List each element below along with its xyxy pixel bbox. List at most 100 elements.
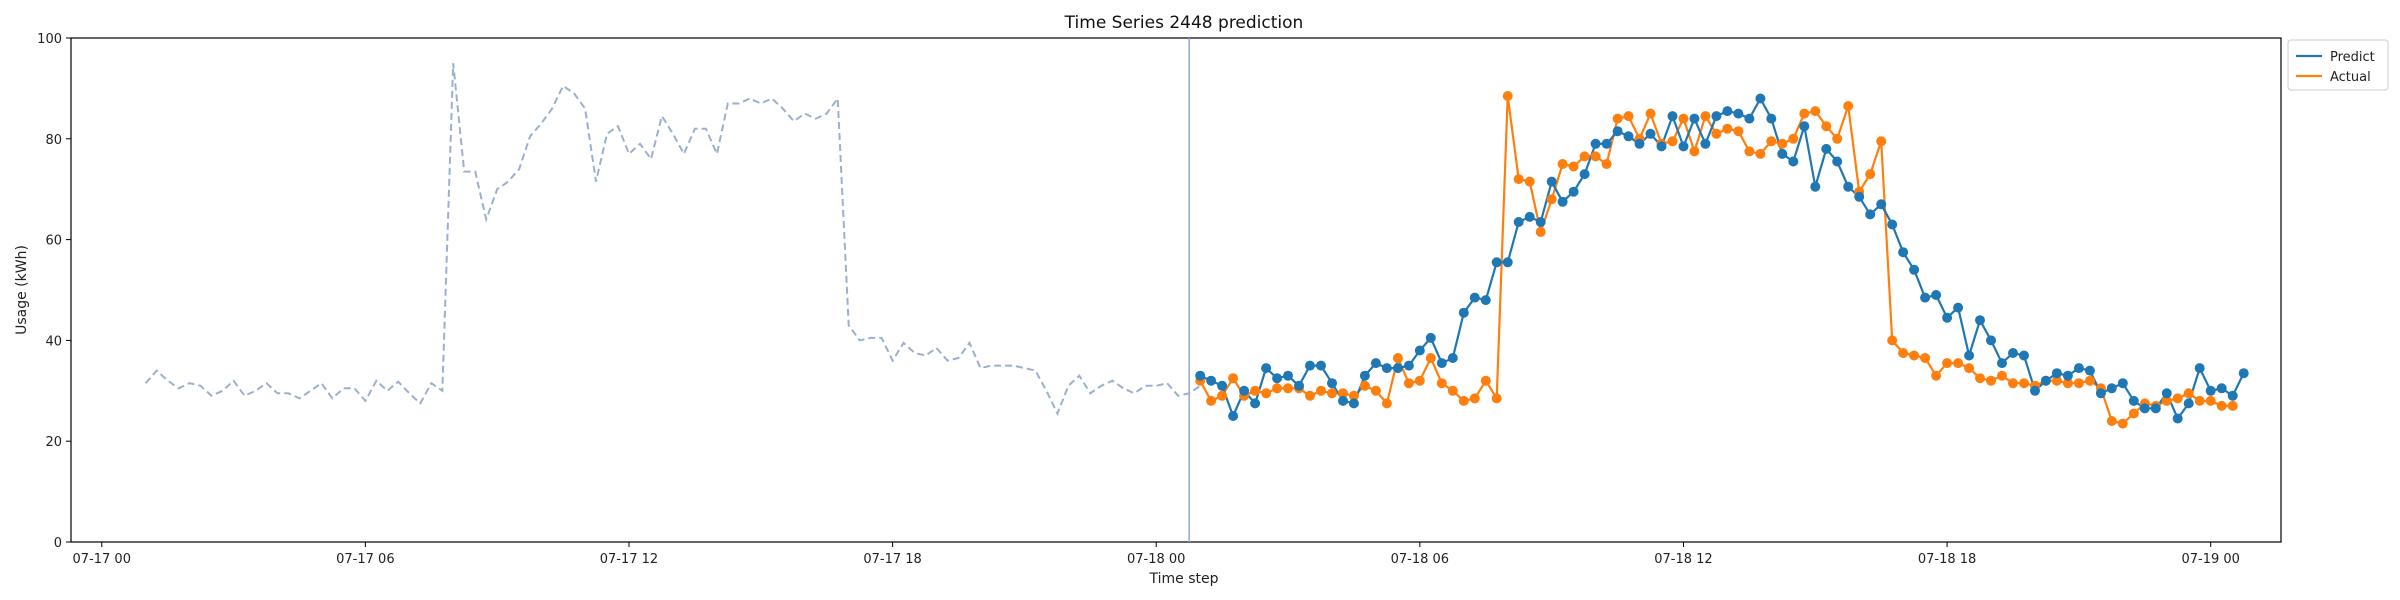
point-predict bbox=[1865, 209, 1876, 220]
point-predict bbox=[2172, 413, 2183, 424]
point-predict bbox=[1931, 290, 1942, 300]
y-tick-label: 20 bbox=[45, 435, 62, 450]
point-predict bbox=[1392, 363, 1403, 374]
point-predict bbox=[1832, 156, 1843, 167]
point-actual bbox=[1579, 151, 1590, 162]
point-predict bbox=[2161, 388, 2172, 399]
point-actual bbox=[1557, 159, 1568, 169]
point-actual bbox=[1733, 126, 1744, 137]
point-actual bbox=[1206, 395, 1217, 406]
point-actual bbox=[2183, 388, 2194, 399]
point-actual bbox=[2194, 395, 2205, 406]
x-tick-label: 07-18 18 bbox=[1918, 552, 1976, 567]
point-predict bbox=[1623, 131, 1634, 142]
point-actual bbox=[1447, 385, 1458, 396]
point-actual bbox=[1338, 388, 1348, 399]
point-predict bbox=[2095, 388, 2106, 399]
point-predict bbox=[1513, 217, 1524, 227]
point-predict bbox=[2194, 363, 2205, 374]
point-actual bbox=[2227, 400, 2238, 411]
point-predict bbox=[1678, 141, 1689, 152]
y-tick-label: 0 bbox=[54, 536, 62, 551]
point-actual bbox=[1887, 335, 1898, 346]
point-predict bbox=[1338, 395, 1348, 406]
point-predict bbox=[1953, 302, 1964, 313]
point-predict bbox=[1810, 181, 1821, 192]
point-actual bbox=[2216, 400, 2227, 411]
point-predict bbox=[1821, 143, 1832, 154]
point-predict bbox=[2062, 370, 2073, 381]
point-actual bbox=[1502, 91, 1513, 101]
point-predict bbox=[1557, 196, 1568, 207]
point-actual bbox=[1458, 395, 1469, 406]
y-tick-label: 40 bbox=[45, 334, 62, 349]
point-predict bbox=[1579, 169, 1590, 180]
point-actual bbox=[1601, 159, 1612, 169]
point-actual bbox=[1283, 383, 1293, 394]
point-predict bbox=[1722, 106, 1733, 117]
point-predict bbox=[1480, 295, 1491, 306]
point-predict bbox=[1711, 111, 1722, 122]
point-actual bbox=[1931, 370, 1942, 381]
point-actual bbox=[1744, 146, 1755, 157]
point-predict bbox=[2227, 390, 2238, 401]
point-predict bbox=[1469, 292, 1480, 303]
point-predict bbox=[1546, 176, 1557, 187]
point-actual bbox=[1678, 113, 1689, 124]
point-predict bbox=[1634, 138, 1645, 149]
point-predict bbox=[1645, 128, 1656, 139]
point-actual bbox=[1689, 146, 1700, 157]
plot-area: 0 20 40 60 80 100 07-17 00 07-17 06 07-17 12 07-1… bbox=[37, 32, 2282, 567]
point-actual bbox=[1843, 101, 1854, 111]
point-predict bbox=[1327, 378, 1337, 389]
point-actual bbox=[1305, 390, 1315, 401]
point-actual bbox=[1316, 385, 1326, 396]
y-tick-label: 60 bbox=[45, 234, 62, 249]
x-tick-label: 07-17 00 bbox=[73, 552, 131, 567]
point-actual bbox=[1898, 348, 1909, 358]
point-predict bbox=[1766, 113, 1777, 124]
point-predict bbox=[1316, 360, 1326, 371]
point-actual bbox=[2073, 378, 2084, 389]
point-predict bbox=[1568, 186, 1579, 197]
x-tick-label: 07-17 12 bbox=[600, 552, 658, 567]
point-actual bbox=[1810, 106, 1821, 117]
y-tick-label: 80 bbox=[45, 133, 62, 148]
point-actual bbox=[1942, 358, 1953, 369]
series-line-actual bbox=[1199, 95, 2233, 425]
point-actual bbox=[1480, 375, 1491, 386]
legend-box bbox=[2287, 39, 2389, 91]
point-actual bbox=[2128, 408, 2139, 419]
point-predict bbox=[1986, 335, 1996, 346]
plot-frame bbox=[70, 37, 2282, 543]
point-predict bbox=[1403, 360, 1414, 371]
point-predict bbox=[1381, 363, 1392, 374]
point-predict bbox=[2106, 383, 2117, 394]
point-actual bbox=[1261, 388, 1272, 399]
point-actual bbox=[1327, 388, 1337, 399]
point-actual bbox=[1469, 393, 1480, 404]
point-actual bbox=[1920, 353, 1931, 363]
history-line bbox=[144, 63, 1201, 416]
legend-label-predict: Predict bbox=[2330, 50, 2375, 65]
point-actual bbox=[1755, 148, 1766, 159]
point-predict bbox=[1370, 358, 1381, 369]
point-actual bbox=[1392, 353, 1403, 363]
point-predict bbox=[1733, 108, 1744, 119]
point-predict bbox=[1898, 247, 1909, 258]
point-predict bbox=[2238, 368, 2249, 379]
point-predict bbox=[1667, 111, 1678, 122]
point-predict bbox=[1744, 113, 1755, 124]
point-actual bbox=[2161, 395, 2172, 406]
point-actual bbox=[1272, 383, 1283, 394]
point-actual bbox=[2205, 395, 2216, 406]
point-actual bbox=[1228, 373, 1239, 384]
point-predict bbox=[1656, 141, 1667, 152]
point-actual bbox=[1777, 138, 1788, 149]
point-actual bbox=[1513, 174, 1524, 185]
point-actual bbox=[1414, 375, 1425, 386]
x-tick-label: 07-19 00 bbox=[2181, 552, 2239, 567]
point-predict bbox=[2150, 403, 2161, 414]
